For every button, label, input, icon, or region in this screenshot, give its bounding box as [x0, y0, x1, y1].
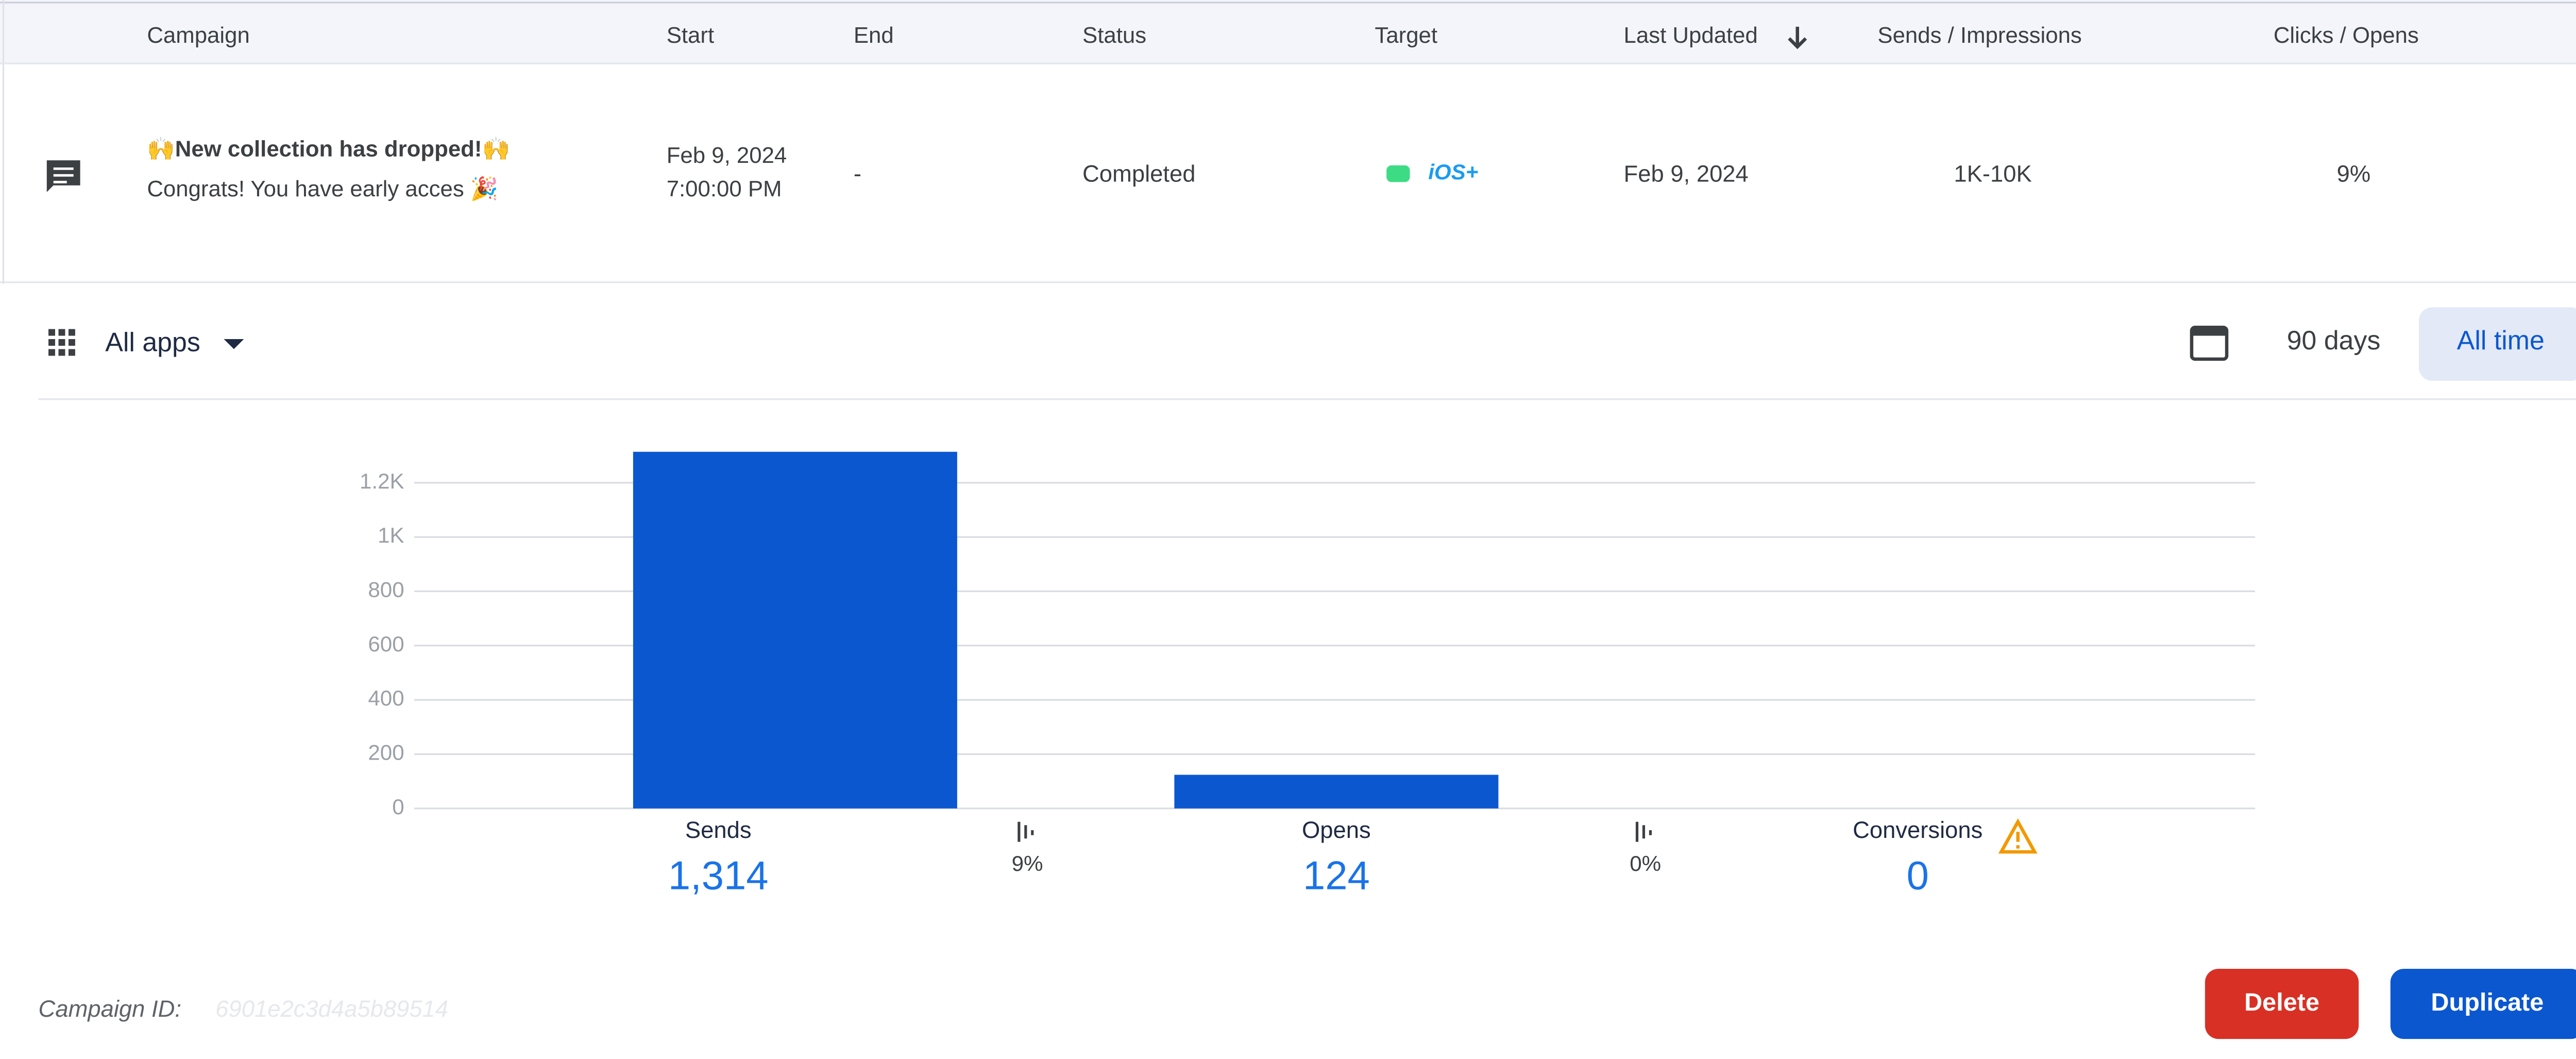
column-header[interactable]: Last Updated — [1624, 23, 1758, 48]
status: Completed — [1082, 160, 1195, 187]
start-date: Feb 9, 2024 — [667, 143, 787, 168]
y-tick-label: 200 — [368, 741, 404, 765]
last-updated: Feb 9, 2024 — [1624, 160, 1749, 187]
bar — [1174, 775, 1499, 809]
campaign-id: 6901e2c3d4a5b89514 — [215, 996, 448, 1022]
y-tick-label: 600 — [368, 632, 404, 656]
sends: 1K-10K — [1954, 160, 2031, 187]
value-label: 1,314 — [668, 853, 769, 898]
category-label: Opens — [1302, 817, 1371, 843]
end: - — [854, 160, 861, 187]
value-label: 0 — [1907, 853, 1929, 898]
column-header[interactable]: Clicks / Opens — [2274, 23, 2419, 48]
delete-button[interactable] — [2205, 968, 2359, 1039]
rate-icon — [1018, 821, 1034, 842]
y-tick-label: 800 — [368, 578, 404, 602]
start-time: 7:00:00 PM — [667, 176, 782, 201]
campaign-id-label: Campaign ID: — [39, 996, 181, 1022]
y-tick-label: 1K — [378, 523, 404, 547]
category-label: Conversions — [1853, 817, 1982, 843]
duplicate-label[interactable]: Duplicate — [2431, 988, 2544, 1016]
column-header[interactable]: Campaign — [147, 23, 249, 48]
column-header[interactable]: Start — [667, 23, 714, 48]
category-label: Sends — [685, 817, 752, 843]
y-tick-label: 0 — [392, 795, 404, 819]
android-icon — [1386, 165, 1410, 182]
rate-icon — [1635, 821, 1652, 842]
column-header[interactable]: Target — [1375, 23, 1437, 48]
app-filter[interactable]: All apps — [105, 327, 200, 357]
duplicate-button[interactable] — [2390, 968, 2576, 1039]
table-header — [0, 0, 2576, 64]
warning-icon — [1998, 818, 2038, 854]
range-selected-bg[interactable] — [2418, 307, 2576, 381]
rate-label: 9% — [1012, 851, 1043, 876]
y-tick-label: 1.2K — [360, 469, 404, 493]
clicks: 9% — [2337, 160, 2371, 187]
dropdown-caret[interactable] — [224, 339, 244, 349]
apps-icon — [48, 329, 75, 356]
column-header[interactable]: Sends / Impressions — [1877, 23, 2081, 48]
sort-arrow — [1788, 26, 1807, 49]
target: iOS+ — [1428, 160, 1478, 184]
rate-label: 0% — [1630, 851, 1661, 876]
column-header[interactable]: End — [854, 23, 894, 48]
range-option[interactable]: All time — [2457, 325, 2545, 355]
calendar-icon-top — [2191, 327, 2227, 336]
column-header[interactable]: Status — [1082, 23, 1146, 48]
bar — [633, 451, 957, 809]
campaign-title[interactable]: 🙌New collection has dropped!🙌 — [147, 136, 510, 161]
campaign-message: Congrats! You have early acces 🎉 — [147, 176, 498, 202]
value-label: 124 — [1303, 853, 1370, 898]
delete-label[interactable]: Delete — [2244, 988, 2319, 1016]
range-option[interactable]: 90 days — [2287, 325, 2381, 355]
message-icon-lines — [53, 167, 74, 183]
y-tick-label: 400 — [368, 686, 404, 710]
